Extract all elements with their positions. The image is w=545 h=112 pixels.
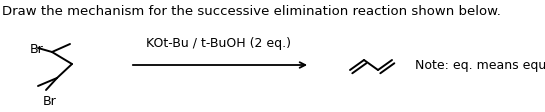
Text: Br: Br: [30, 43, 44, 56]
Text: KOt-Bu / t-BuOH (2 eq.): KOt-Bu / t-BuOH (2 eq.): [146, 37, 290, 50]
Text: Br: Br: [43, 95, 57, 108]
Text: Note: eq. means equivalent: Note: eq. means equivalent: [415, 58, 545, 71]
Text: Draw the mechanism for the successive elimination reaction shown below.: Draw the mechanism for the successive el…: [2, 5, 501, 18]
